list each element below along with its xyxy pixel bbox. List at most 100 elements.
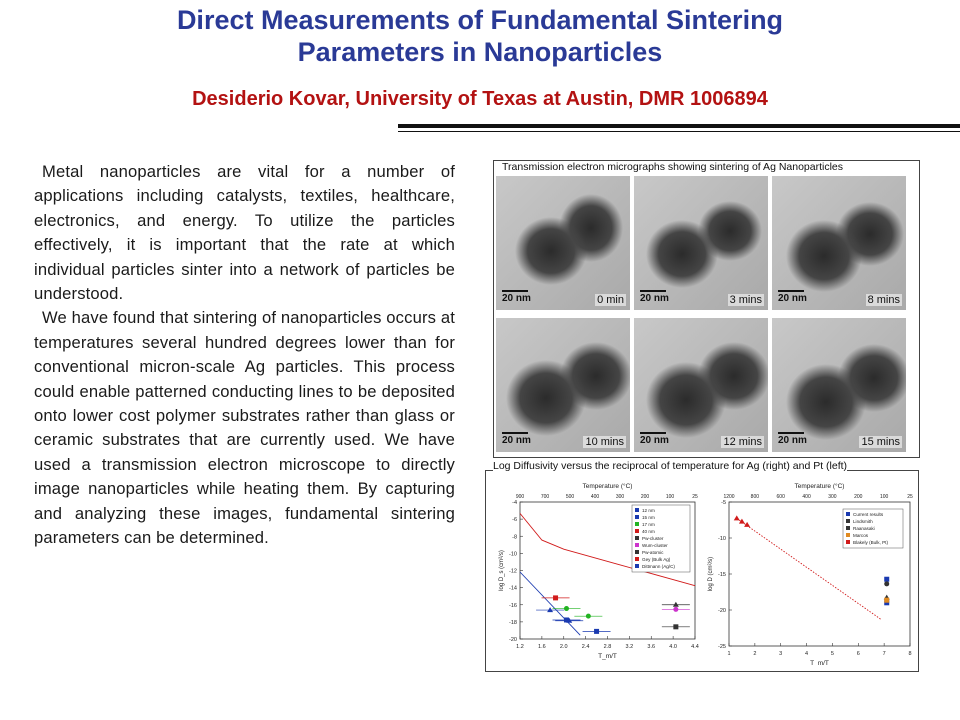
divider-thin <box>398 131 960 132</box>
plots-panel <box>485 470 919 672</box>
micrograph-frame: 20 nm 0 min <box>496 176 630 310</box>
scale-label: 20 nm <box>640 435 669 446</box>
legend-box <box>631 504 691 573</box>
x-tick-label: 2.8 <box>604 644 612 650</box>
data-point <box>594 628 600 634</box>
data-point <box>733 515 740 521</box>
x-tick-label: 1 <box>727 651 730 657</box>
legend-swatch <box>846 540 850 544</box>
data-point <box>673 606 679 612</box>
scale-bar <box>778 432 804 434</box>
data-point <box>884 597 890 603</box>
data-point <box>884 581 890 587</box>
x-tick-label: 1.6 <box>538 644 546 650</box>
scale-bar <box>502 290 528 292</box>
data-point <box>563 606 569 612</box>
legend-label: Raanasaki <box>853 526 875 531</box>
x-tick-label: 3.6 <box>647 644 655 650</box>
x-axis-label: T_m/T <box>810 660 829 666</box>
paragraph-2: We have found that sintering of nanopart… <box>34 308 455 548</box>
micrograph-frame: 20 nm 10 mins <box>496 318 630 452</box>
y-tick-label: -14 <box>509 586 517 592</box>
y-tick-label: -20 <box>509 637 517 643</box>
x-tick-label: 2.4 <box>582 644 590 650</box>
data-point <box>585 613 591 619</box>
top-tick-label: 100 <box>666 494 675 500</box>
time-label: 10 mins <box>583 436 626 448</box>
legend-swatch <box>846 526 850 530</box>
y-tick-label: -18 <box>509 620 517 626</box>
top-tick-label: 300 <box>616 494 625 500</box>
y-tick-label: -25 <box>718 644 726 650</box>
data-point <box>563 617 569 623</box>
scale-label: 20 nm <box>778 293 807 304</box>
top-tick-label: 200 <box>641 494 650 500</box>
micrograph-frame: 20 nm 12 mins <box>634 318 768 452</box>
legend-label: Pw-cluster <box>642 536 664 541</box>
divider-thick <box>398 124 960 128</box>
legend-swatch <box>635 557 639 561</box>
x-tick-label: 2.0 <box>560 644 568 650</box>
x-tick-label: 3 <box>779 651 782 657</box>
time-label: 0 min <box>595 294 626 306</box>
legend-label: Gey (Bulk Ag) <box>642 557 671 562</box>
legend-label: 12 nm <box>642 508 655 513</box>
top-tick-label: 800 <box>751 494 760 500</box>
scale-bar <box>778 290 804 292</box>
legend-label: Lindsmith <box>853 519 873 524</box>
title-line-1: Direct Measurements of Fundamental Sinte… <box>176 5 784 35</box>
y-tick-label: -5 <box>721 500 726 506</box>
series-line <box>736 518 882 621</box>
y-tick-label: -6 <box>512 517 517 523</box>
y-tick-label: -10 <box>509 551 517 557</box>
legend-swatch <box>635 529 639 533</box>
data-point <box>673 624 679 630</box>
y-tick-label: -15 <box>718 572 726 578</box>
x-axis-label: T_m/T <box>598 653 617 660</box>
micrograph-caption: Transmission electron micrographs showin… <box>502 161 844 173</box>
legend-box <box>842 508 904 549</box>
top-tick-label: 25 <box>692 494 698 500</box>
micrograph-frame: 20 nm 3 mins <box>634 176 768 310</box>
x-tick-label: 4 <box>805 651 808 657</box>
x-tick-label: 4.4 <box>691 644 699 650</box>
data-point <box>566 617 573 623</box>
x-tick-label: 3.2 <box>626 644 634 650</box>
slide-title: Direct Measurements of Fundamental Sinte… <box>0 4 960 68</box>
scale-label: 20 nm <box>640 293 669 304</box>
scale-label: 20 nm <box>502 293 531 304</box>
time-label: 12 mins <box>721 436 764 448</box>
legend-swatch <box>846 512 850 516</box>
legend-swatch <box>635 564 639 568</box>
paragraph-1: Metal nanoparticles are vital for a numb… <box>34 162 455 304</box>
data-point <box>884 576 890 582</box>
micrograph-frame: 20 nm 8 mins <box>772 176 906 310</box>
legend-label: Current results <box>853 512 884 517</box>
x-tick-label: 5 <box>831 651 834 657</box>
title-line-2: Parameters in Nanoparticles <box>297 37 663 67</box>
author-line: Desiderio Kovar, University of Texas at … <box>192 88 768 110</box>
x-tick-label: 7 <box>883 651 886 657</box>
legend-swatch <box>846 519 850 523</box>
legend-label: Dittmann (Ag/C) <box>642 564 675 569</box>
legend-swatch <box>635 522 639 526</box>
data-point <box>884 600 890 606</box>
time-label: 8 mins <box>865 294 902 306</box>
legend-label: Pw-atomic <box>642 550 664 555</box>
top-tick-label: 400 <box>591 494 600 500</box>
data-point <box>744 521 751 527</box>
top-tick-label: 1200 <box>723 494 734 500</box>
top-tick-label: 200 <box>854 494 863 500</box>
ag-diffusivity-chart: Temperature (°C) 900 700 500 400 300 200 100 25 1… <box>499 482 699 660</box>
x-tick-label: 6 <box>857 651 860 657</box>
scale-label: 20 nm <box>778 435 807 446</box>
x-tick-label: 8 <box>908 651 911 657</box>
micrograph-frame: 20 nm 15 mins <box>772 318 906 452</box>
top-tick-label: 400 <box>802 494 811 500</box>
y-tick-label: -4 <box>512 500 517 506</box>
y-axis-label: log D (cm²/s) <box>708 557 714 591</box>
legend-swatch <box>635 508 639 512</box>
scale-label: 20 nm <box>502 435 531 446</box>
plots-caption: Log Diffusivity versus the reciprocal of… <box>493 460 848 472</box>
x-tick-label: 2 <box>753 651 756 657</box>
